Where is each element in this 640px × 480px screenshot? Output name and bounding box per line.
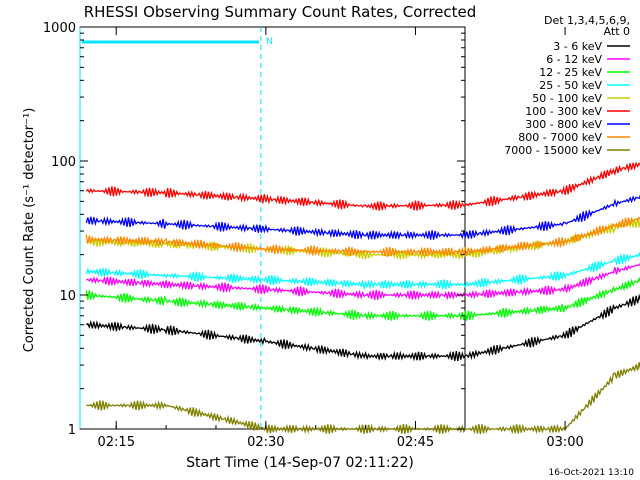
series-line-8 [85,216,640,257]
series-line-9 [86,362,640,435]
x-tick-label: 02:30 [247,435,284,450]
y-tick-label: 10 [59,289,76,304]
y-tick-label: 100 [51,155,76,170]
x-tick-label: 03:00 [546,435,583,450]
y-axis: 1 10 100 1000 [43,21,465,438]
series-layer [85,161,640,435]
y-tick-label: 1 [68,423,76,438]
timestamp-label: 16-Oct-2021 13:10 [549,468,635,478]
x-tick-label: 02:45 [397,435,434,450]
x-tick-label: 02:15 [98,435,135,450]
y-axis-label: Corrected Count Rate (s⁻¹ detector⁻¹) [22,108,37,353]
chart-title: RHESSI Observing Summary Count Rates, Co… [84,3,477,21]
legend-label: 12 - 25 keV [539,66,602,79]
legend-label: 6 - 12 keV [546,53,602,66]
legend-header: Det 1,3,4,5,6,9, [544,14,630,27]
plot-frame [79,26,466,430]
legend-label: 800 - 7000 keV [518,131,602,144]
legend-label: 50 - 100 keV [532,92,602,105]
legend-label: 3 - 6 keV [553,40,602,53]
series-line-3 [85,276,640,322]
legend-label: 7000 - 15000 keV [504,144,602,157]
legend-label: 25 - 50 keV [539,79,602,92]
legend-label: 100 - 300 keV [525,105,602,118]
y-tick-label: 1000 [43,21,76,36]
night-flag-label: N [266,37,273,47]
series-line-2 [86,262,640,301]
x-axis-label: Start Time (14-Sep-07 02:11:22) [186,455,414,471]
series-line-1 [85,293,640,362]
legend-header: Att 0 [604,25,630,38]
series-line-4 [85,252,640,291]
series-line-6 [85,161,640,211]
series-line-7 [85,194,640,241]
legend-label: 300 - 800 keV [525,118,602,131]
